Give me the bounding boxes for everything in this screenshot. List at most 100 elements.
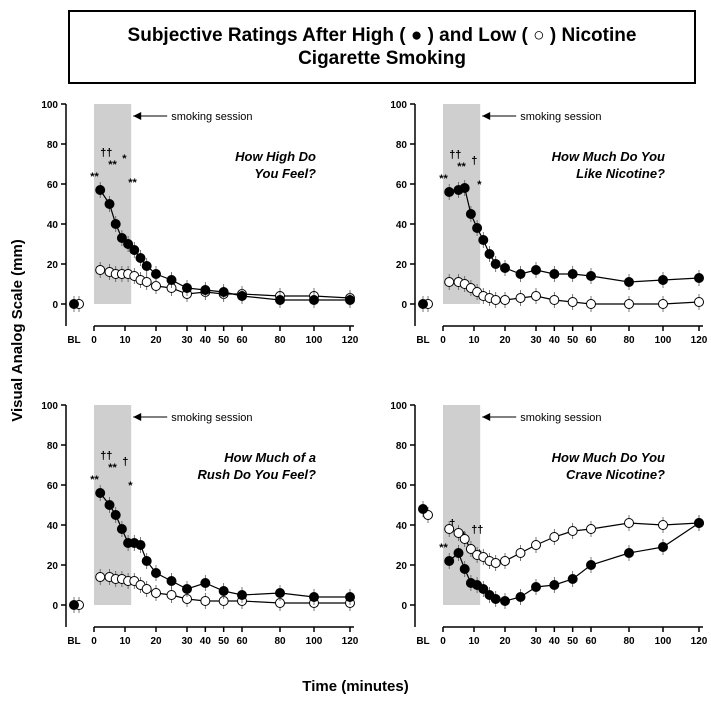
x-tick-label: 10 bbox=[119, 335, 131, 346]
x-tick-label: 80 bbox=[274, 335, 286, 346]
data-point-filled bbox=[658, 542, 668, 552]
x-tick-label: 30 bbox=[181, 335, 193, 346]
data-point-filled bbox=[200, 285, 211, 295]
data-point-open bbox=[95, 265, 106, 275]
y-tick-label: 60 bbox=[47, 481, 59, 492]
y-tick-label: 20 bbox=[47, 561, 59, 572]
data-point-filled bbox=[624, 548, 634, 558]
data-point-filled bbox=[237, 291, 247, 301]
significance-mark: ** bbox=[457, 161, 466, 173]
session-label: smoking session bbox=[171, 412, 252, 424]
x-tick-label: 80 bbox=[274, 636, 286, 647]
x-tick-label: 40 bbox=[200, 335, 212, 346]
x-axis-label: Time (minutes) bbox=[302, 678, 409, 695]
y-tick-label: 20 bbox=[396, 260, 408, 271]
data-point-filled bbox=[515, 269, 526, 279]
x-tick-label: 50 bbox=[218, 636, 230, 647]
panel-title-line: Crave Nicotine? bbox=[566, 467, 665, 482]
x-tick-label: 60 bbox=[585, 636, 597, 647]
data-point-filled bbox=[515, 592, 526, 602]
significance-mark: † bbox=[471, 155, 477, 167]
data-point-filled bbox=[418, 504, 428, 514]
significance-mark: †† bbox=[100, 450, 112, 462]
x-tick-label: 50 bbox=[218, 335, 230, 346]
data-point-filled bbox=[345, 592, 355, 602]
y-tick-label: 80 bbox=[396, 140, 408, 151]
data-point-filled bbox=[531, 582, 541, 592]
data-point-filled bbox=[490, 594, 501, 604]
data-point-filled bbox=[135, 540, 146, 550]
data-point-filled bbox=[309, 592, 319, 602]
significance-mark: * bbox=[477, 179, 482, 191]
data-point-filled bbox=[218, 287, 229, 297]
x-tick-label: 100 bbox=[306, 636, 323, 647]
y-tick-label: 100 bbox=[41, 401, 58, 412]
data-point-filled bbox=[549, 580, 560, 590]
data-point-filled bbox=[116, 524, 127, 534]
y-tick-label: 0 bbox=[52, 300, 58, 311]
data-point-filled bbox=[110, 219, 121, 229]
session-arrow-head bbox=[482, 413, 491, 421]
data-point-filled bbox=[478, 235, 489, 245]
data-point-open bbox=[549, 295, 560, 305]
x-tick-label: 120 bbox=[691, 636, 708, 647]
panel-title-line: Like Nicotine? bbox=[576, 166, 665, 181]
data-point-open bbox=[200, 596, 211, 606]
data-point-open bbox=[531, 291, 541, 301]
data-point-open bbox=[500, 295, 510, 305]
data-point-filled bbox=[586, 271, 596, 281]
y-tick-label: 20 bbox=[47, 260, 59, 271]
data-point-open bbox=[515, 548, 526, 558]
data-point-filled bbox=[624, 277, 634, 287]
x-tick-label: 20 bbox=[150, 335, 162, 346]
data-point-filled bbox=[95, 488, 106, 498]
data-point-filled bbox=[275, 588, 285, 598]
data-point-filled bbox=[141, 556, 152, 566]
x-tick-label: 120 bbox=[342, 335, 359, 346]
session-label: smoking session bbox=[520, 111, 601, 123]
x-tick-label: 60 bbox=[236, 335, 248, 346]
y-tick-label: 40 bbox=[396, 521, 408, 532]
figure-title: Subjective Ratings After High ( ● ) and … bbox=[68, 10, 696, 84]
panel-title-line: How Much of a bbox=[224, 450, 316, 465]
data-point-filled bbox=[586, 560, 596, 570]
data-point-open bbox=[490, 558, 501, 568]
significance-mark: ** bbox=[90, 474, 99, 486]
data-point-open bbox=[586, 524, 596, 534]
x-tick-label: 20 bbox=[499, 636, 511, 647]
x-tick-label: 60 bbox=[585, 335, 597, 346]
x-tick-label: 20 bbox=[150, 636, 162, 647]
significance-mark: †† bbox=[100, 147, 112, 159]
data-point-filled bbox=[218, 586, 229, 596]
panel-title-line: How Much Do You bbox=[552, 149, 665, 164]
x-tick-label: 10 bbox=[468, 335, 480, 346]
data-point-filled bbox=[549, 269, 560, 279]
data-point-filled bbox=[237, 590, 247, 600]
x-tick-label: BL bbox=[416, 636, 429, 647]
data-point-filled bbox=[275, 295, 285, 305]
y-tick-label: 60 bbox=[47, 180, 59, 191]
y-tick-label: 100 bbox=[41, 100, 58, 111]
y-tick-label: 20 bbox=[396, 561, 408, 572]
data-point-filled bbox=[658, 275, 668, 285]
data-point-filled bbox=[694, 518, 704, 528]
data-point-filled bbox=[141, 261, 152, 271]
significance-mark: † bbox=[449, 518, 455, 530]
data-point-filled bbox=[166, 275, 177, 285]
y-tick-label: 0 bbox=[401, 300, 407, 311]
x-tick-label: 50 bbox=[567, 636, 579, 647]
x-tick-label: 0 bbox=[440, 335, 446, 346]
figure-title-line2: Cigarette Smoking bbox=[298, 48, 466, 69]
x-tick-label: 10 bbox=[468, 636, 480, 647]
panel-title-line: How Much Do You bbox=[552, 450, 665, 465]
panel-title-line: Rush Do You Feel? bbox=[198, 467, 317, 482]
data-point-filled bbox=[123, 239, 134, 249]
significance-mark: * bbox=[128, 480, 133, 492]
data-point-filled bbox=[166, 576, 177, 586]
x-tick-label: 30 bbox=[181, 636, 193, 647]
data-point-open bbox=[166, 590, 177, 600]
data-point-filled bbox=[110, 510, 121, 520]
x-tick-label: 80 bbox=[623, 335, 635, 346]
data-point-filled bbox=[500, 596, 510, 606]
